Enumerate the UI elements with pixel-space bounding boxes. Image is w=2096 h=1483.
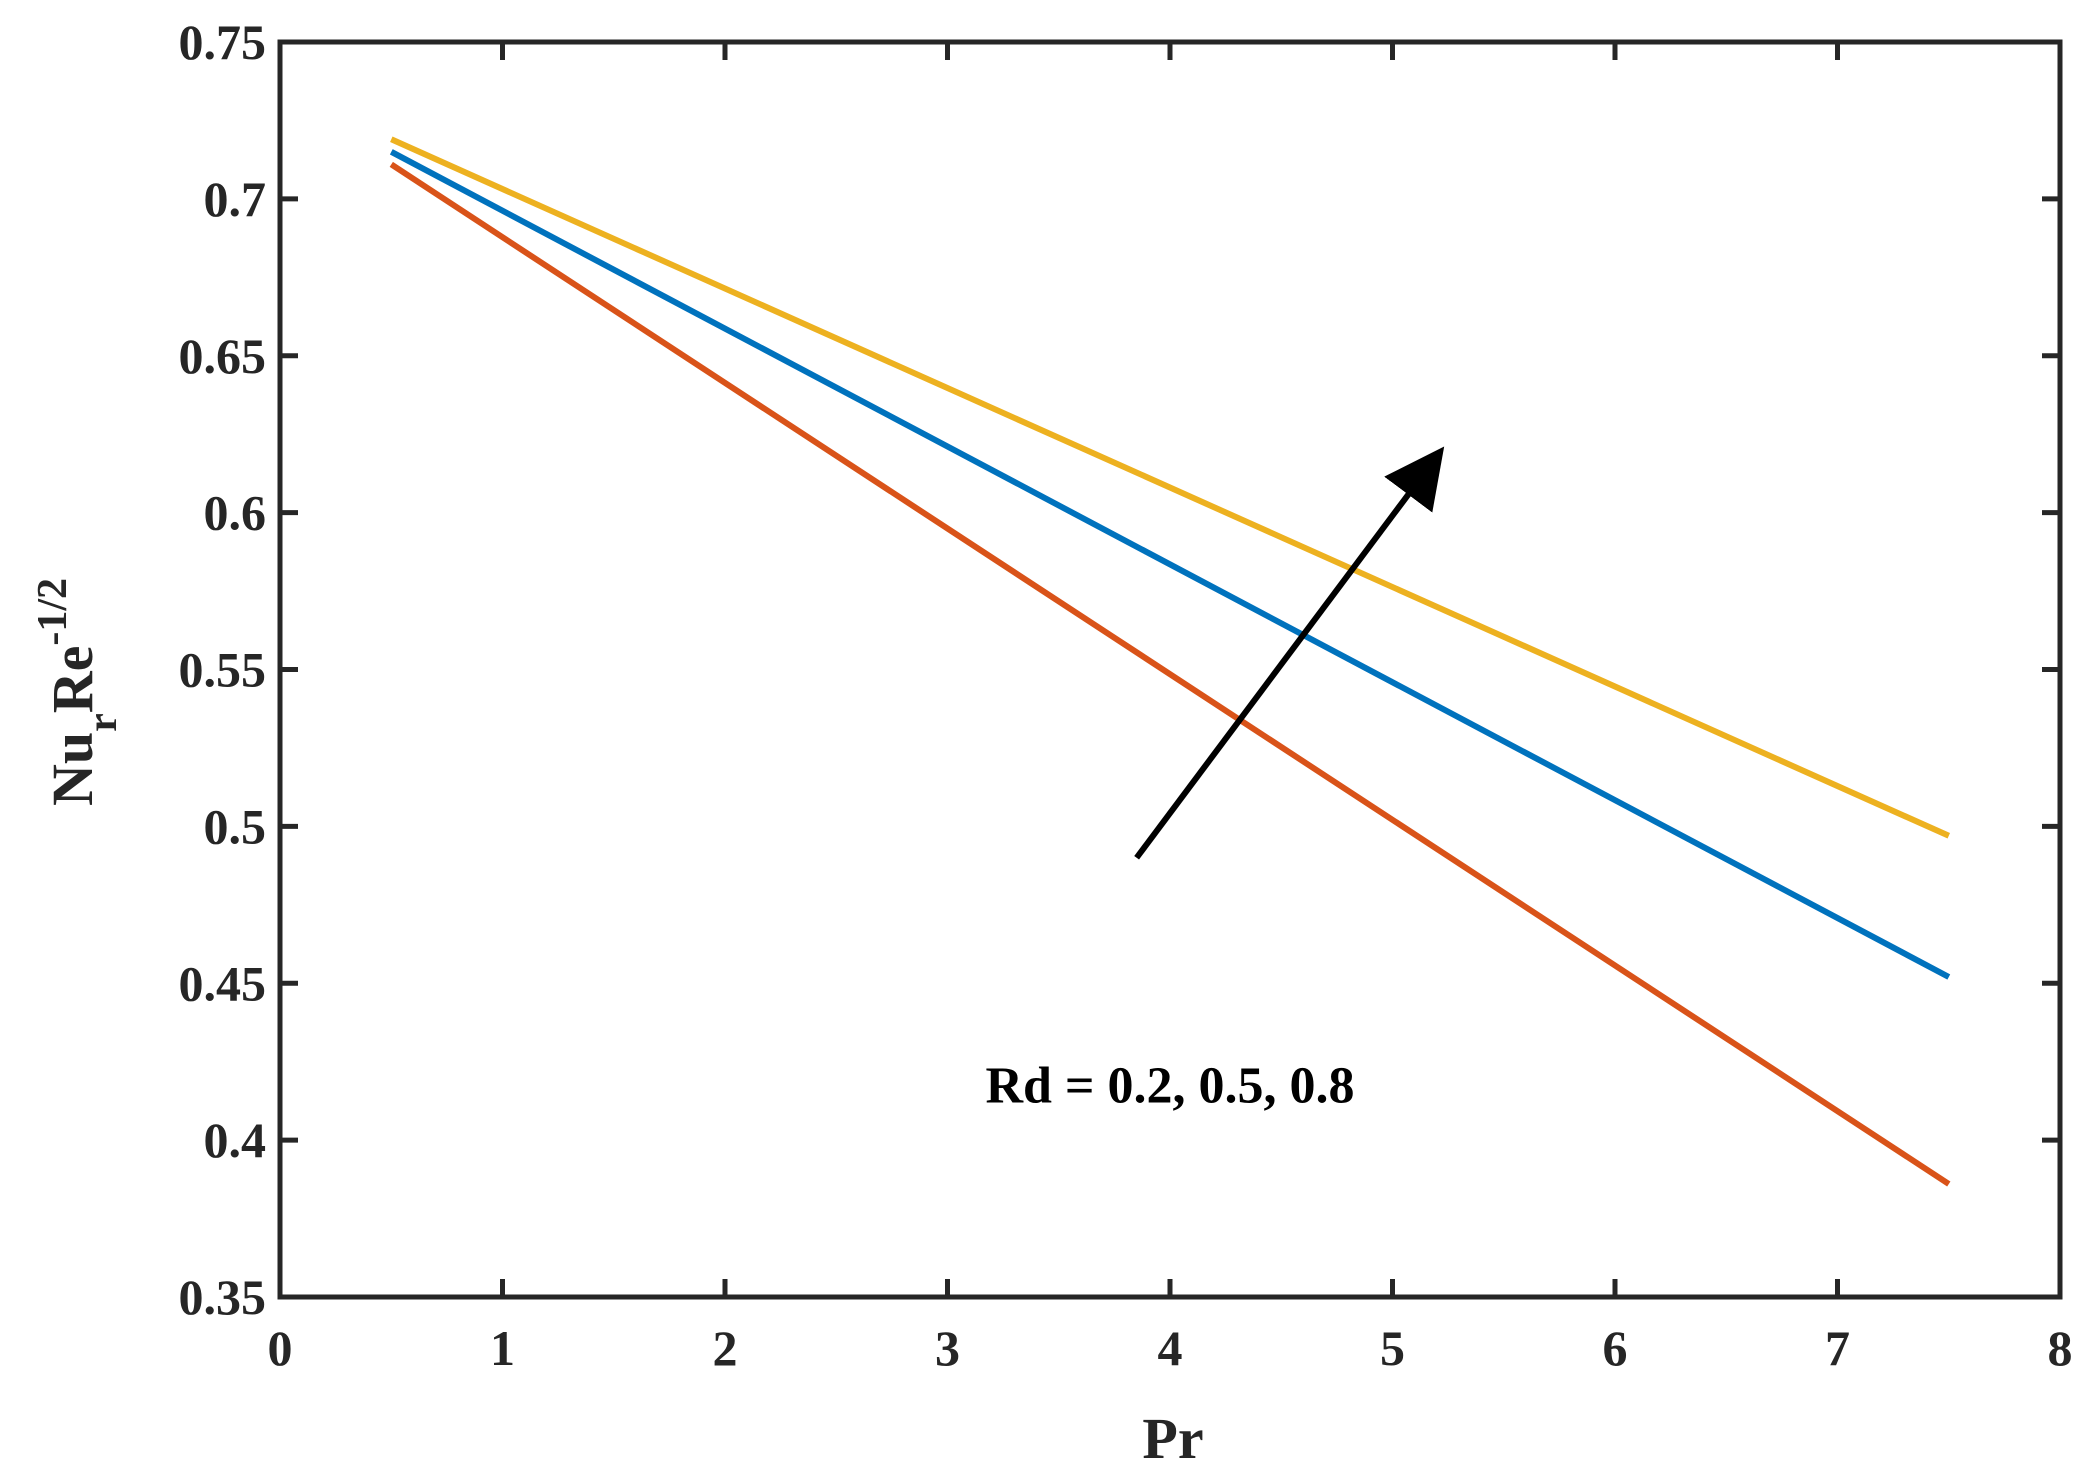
annotation-layer: Rd = 0.2, 0.5, 0.8 <box>985 446 1445 1114</box>
y-tick-label: 0.5 <box>204 798 267 854</box>
y-tick-label: 0.45 <box>179 955 267 1011</box>
series-line-1 <box>389 161 1951 1187</box>
x-tick-label: 4 <box>1158 1320 1183 1376</box>
annotation-arrow <box>1134 446 1445 860</box>
y-axis-label-main: Nu <box>40 732 105 806</box>
y-tick-label: 0.65 <box>179 328 267 384</box>
y-tick-label: 0.35 <box>179 1269 267 1325</box>
y-tick-label: 0.75 <box>179 14 267 70</box>
y-axis-label-superscript: -1/2 <box>30 578 76 646</box>
plot-series-group <box>389 136 1951 1187</box>
x-tick-label: 3 <box>935 1320 960 1376</box>
x-tick-label: 5 <box>1380 1320 1405 1376</box>
y-axis-label-subscript: r <box>80 713 126 732</box>
series-line-3 <box>390 136 1951 839</box>
y-tick-label: 0.6 <box>204 485 267 541</box>
x-axis-ticks: 0 1 2 3 4 5 6 7 8 <box>268 42 2073 1376</box>
x-tick-label: 2 <box>713 1320 738 1376</box>
y-tick-label: 0.4 <box>204 1112 267 1168</box>
x-tick-label: 7 <box>1825 1320 1850 1376</box>
y-axis-ticks: 0.35 0.4 0.45 0.5 0.55 0.6 0.65 0.7 0.75 <box>179 14 2060 1325</box>
x-tick-label: 1 <box>490 1320 515 1376</box>
y-tick-label: 0.7 <box>204 171 267 227</box>
x-tick-label: 8 <box>2048 1320 2073 1376</box>
y-axis-label: NurRe-1/2 <box>30 578 126 806</box>
y-axis-label-mid: Re <box>40 646 105 714</box>
x-axis-label: Pr <box>1142 1406 1203 1471</box>
x-tick-label: 6 <box>1603 1320 1628 1376</box>
annotation-label: Rd = 0.2, 0.5, 0.8 <box>985 1057 1354 1114</box>
series-line-2 <box>389 149 1951 980</box>
x-tick-label: 0 <box>268 1320 293 1376</box>
y-tick-label: 0.55 <box>179 642 267 698</box>
